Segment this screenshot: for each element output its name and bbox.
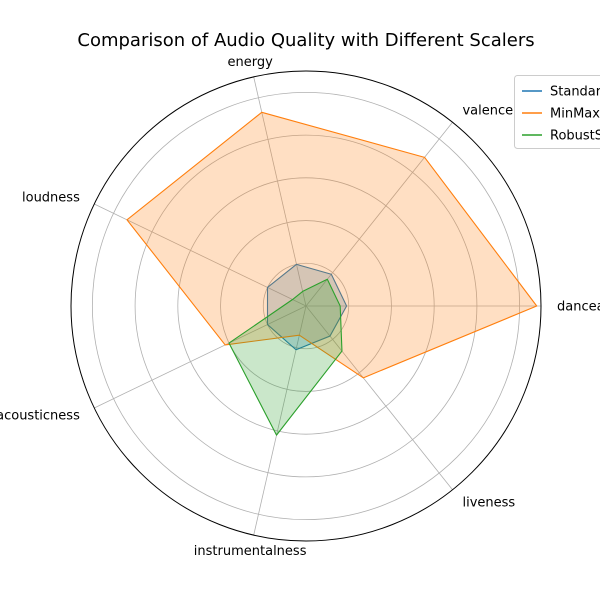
polar-frame xyxy=(70,70,542,542)
chart-title: Comparison of Audio Quality with Differe… xyxy=(77,30,534,51)
series-layer xyxy=(126,111,538,436)
axis-label: danceability xyxy=(557,300,600,315)
axis-spoke xyxy=(253,76,307,307)
legend-box xyxy=(514,75,600,149)
legend-label: MinMaxScaler xyxy=(550,107,600,122)
axis-spoke xyxy=(94,305,307,409)
legend-label: StandardScaler xyxy=(550,85,600,100)
axis-label: instrumentalness xyxy=(194,544,307,559)
axis-spoke xyxy=(305,305,453,490)
axis-spoke xyxy=(94,203,307,307)
axis-label: acousticness xyxy=(0,408,80,423)
legend: StandardScaler MinMaxScaler RobustScaler xyxy=(514,75,600,149)
axis-label: loudness xyxy=(22,191,80,206)
axis-label-layer: danceability valence energy loudness acousti… xyxy=(0,55,600,559)
axis-label: liveness xyxy=(462,496,515,511)
axis-label: valence xyxy=(462,103,513,118)
series-area xyxy=(228,278,343,436)
legend-label: RobustScaler xyxy=(550,129,600,144)
axis-spoke xyxy=(305,122,453,307)
grid-layer xyxy=(91,76,541,536)
series-area xyxy=(266,263,348,351)
axis-label: energy xyxy=(227,55,273,70)
axis-spoke xyxy=(253,305,307,536)
series-area xyxy=(126,111,538,379)
